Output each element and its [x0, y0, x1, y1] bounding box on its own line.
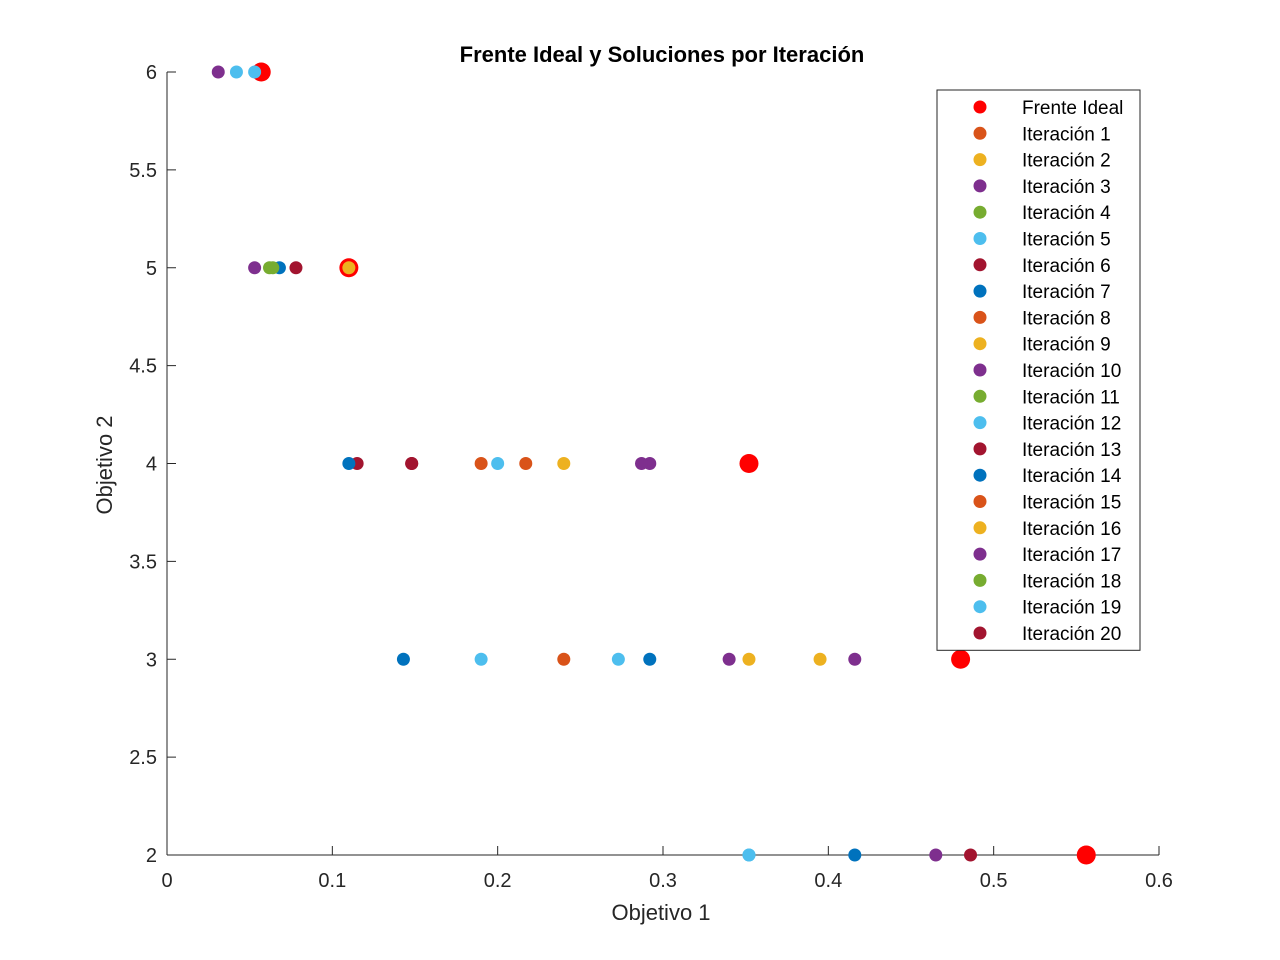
- chart-title: Frente Ideal y Soluciones por Iteración: [460, 42, 865, 67]
- y-tick-label: 4: [146, 454, 157, 476]
- legend-entry-label: Iteración 5: [1022, 230, 1111, 251]
- iteration-point: [342, 261, 356, 275]
- iteration-point: [813, 652, 827, 666]
- iteration-point: [405, 457, 419, 470]
- y-tick-label: 2: [146, 845, 157, 867]
- legend-entry-label: Iteración 19: [1022, 598, 1121, 619]
- y-axis-label: Objetivo 2: [92, 415, 117, 514]
- legend-box: [936, 89, 1141, 651]
- iteration-point: [848, 848, 862, 862]
- iteration-point: [229, 65, 243, 79]
- iteration-point: [474, 652, 488, 666]
- y-tick-label: 5: [146, 258, 157, 280]
- y-tick-label: 6: [146, 62, 157, 84]
- legend-entry-label: Iteración 11: [1022, 387, 1120, 408]
- legend-marker: [973, 573, 987, 587]
- legend-entry-label: Iteración 3: [1022, 177, 1111, 198]
- x-tick-label: 0: [161, 870, 172, 892]
- iteration-point: [248, 261, 262, 275]
- legend-marker: [973, 153, 987, 167]
- iteration-point: [643, 652, 657, 666]
- legend-marker: [973, 179, 987, 193]
- data-points: [211, 62, 1096, 865]
- legend-entry-label: Iteración 13: [1022, 440, 1121, 461]
- iteration-point: [491, 457, 505, 470]
- legend-entry-label: Iteración 20: [1022, 624, 1121, 645]
- iteration-point: [266, 261, 280, 275]
- legend-marker: [973, 363, 987, 377]
- legend-entry-label: Iteración 12: [1022, 414, 1121, 435]
- legend-marker: [973, 389, 987, 403]
- iteration-point: [289, 261, 303, 275]
- iteration-point: [848, 652, 862, 666]
- legend-entry-label: Iteración 16: [1022, 519, 1121, 540]
- legend-marker: [973, 626, 987, 640]
- legend-entry-label: Iteración 18: [1022, 571, 1121, 592]
- legend-entry-label: Iteración 9: [1022, 335, 1111, 356]
- legend-marker: [973, 495, 987, 508]
- legend-marker: [973, 442, 987, 456]
- iteration-point: [396, 652, 410, 666]
- y-tick-label: 5.5: [129, 160, 157, 182]
- ideal-front-point: [951, 649, 971, 669]
- x-axis-label: Objetivo 1: [611, 900, 710, 925]
- legend-marker: [973, 126, 987, 140]
- legend-entry-label: Iteración 2: [1022, 151, 1111, 172]
- y-tick-label: 3: [146, 649, 157, 671]
- iteration-point: [557, 652, 571, 666]
- iteration-point: [342, 457, 356, 470]
- x-tick-label: 0.4: [814, 870, 842, 892]
- iteration-point: [248, 65, 262, 79]
- x-tick-label: 0.1: [318, 870, 346, 892]
- y-tick-label: 4.5: [129, 356, 157, 378]
- x-tick-label: 0.3: [649, 870, 677, 892]
- legend-entry-label: Iteración 14: [1022, 466, 1122, 487]
- ideal-front-point: [1076, 845, 1096, 865]
- legend-marker: [973, 232, 987, 245]
- legend-marker: [973, 547, 987, 561]
- legend-marker: [973, 600, 987, 614]
- x-tick-label: 0.5: [980, 870, 1008, 892]
- iteration-point: [742, 652, 756, 666]
- legend-entry-label: Iteración 4: [1022, 203, 1111, 224]
- legend-entry-label: Iteración 1: [1022, 124, 1111, 145]
- x-tick-label: 0.6: [1145, 870, 1173, 892]
- legend-marker: [973, 205, 987, 219]
- legend-entry-label: Iteración 17: [1022, 545, 1121, 566]
- legend-marker: [973, 337, 987, 351]
- axes: 0 0.1 0.2 0.3 0.4 0.5 0.6 2 2.5 3 3.5 4 4.5 5 5.5 6: [129, 62, 1173, 892]
- iteration-point: [611, 652, 625, 666]
- legend-marker: [973, 100, 987, 114]
- iteration-point: [929, 848, 943, 862]
- legend-entry-label: Iteración 10: [1022, 361, 1121, 382]
- legend-entry-label: Iteración 15: [1022, 493, 1121, 514]
- legend: Frente Ideal Iteración 1 Iteración 2 Iterac…: [936, 89, 1141, 651]
- legend-entry-label: Iteración 7: [1022, 282, 1111, 303]
- iteration-point: [964, 848, 978, 862]
- legend-entry-label: Frente Ideal: [1022, 98, 1123, 119]
- iteration-point: [742, 848, 756, 862]
- iteration-point: [519, 457, 533, 470]
- iteration-point: [557, 457, 571, 470]
- legend-marker: [973, 416, 987, 430]
- iteration-point: [211, 65, 225, 79]
- legend-entry-label: Iteración 8: [1022, 308, 1111, 329]
- legend-marker: [973, 521, 987, 535]
- x-tick-label: 0.2: [484, 870, 512, 892]
- ideal-front-point: [739, 454, 759, 473]
- y-tick-label: 3.5: [129, 551, 157, 573]
- iteration-point: [474, 457, 488, 470]
- legend-entry-label: Iteración 6: [1022, 256, 1111, 277]
- legend-marker: [973, 310, 987, 324]
- y-tick-label: 2.5: [129, 747, 157, 769]
- iteration-point: [635, 457, 649, 470]
- legend-marker: [973, 284, 987, 298]
- legend-marker: [973, 258, 987, 272]
- iteration-point: [722, 652, 736, 666]
- legend-marker: [973, 468, 987, 482]
